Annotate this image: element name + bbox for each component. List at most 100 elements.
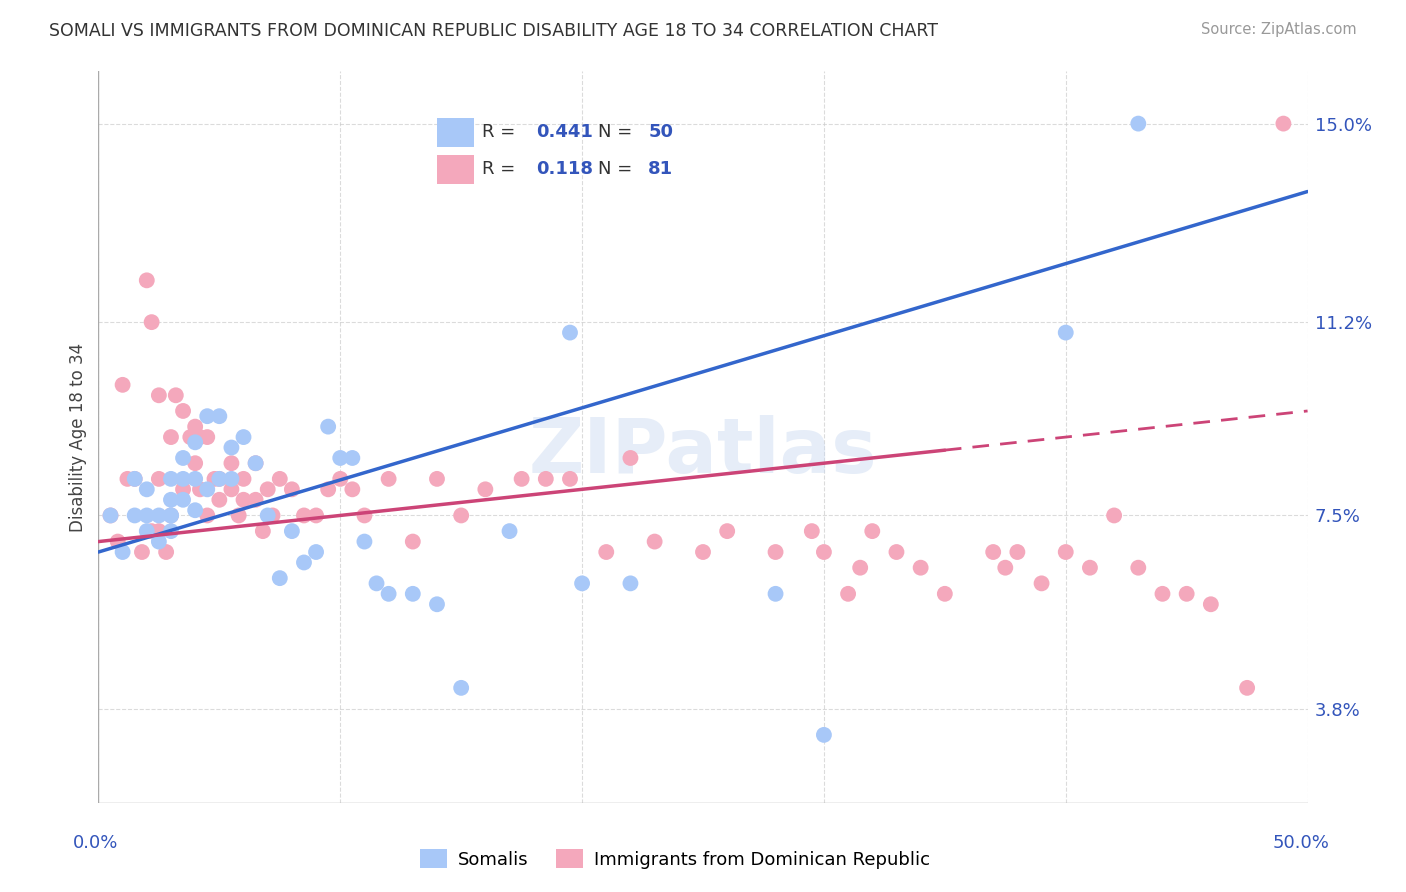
Point [1078,560,1101,574]
Text: 81: 81 [648,161,673,178]
Point [342,483,364,497]
Point [160,472,183,486]
Point [402,534,425,549]
Point [426,472,449,486]
Point [281,483,304,497]
Point [1128,117,1150,131]
Point [124,472,146,486]
Point [450,508,472,523]
Point [1054,326,1077,340]
Legend: Somalis, Immigrants from Dominican Republic: Somalis, Immigrants from Dominican Repub… [413,842,936,876]
Point [994,560,1017,574]
Point [148,472,170,486]
Point [262,508,284,523]
Point [228,508,250,523]
Point [195,409,218,424]
Point [329,450,352,465]
Point [402,587,425,601]
Point [510,472,533,486]
Point [1102,508,1125,523]
Point [886,545,908,559]
Point [184,419,207,434]
Point [813,545,835,559]
Point [813,728,835,742]
Point [232,430,254,444]
Point [107,534,129,549]
Point [131,545,153,559]
Point [100,508,122,523]
Point [100,508,122,523]
Point [1199,597,1222,611]
Point [934,587,956,601]
Point [619,576,641,591]
Point [910,560,932,574]
Point [1007,545,1029,559]
Point [837,587,859,601]
Point [208,492,231,507]
Text: Source: ZipAtlas.com: Source: ZipAtlas.com [1201,22,1357,37]
Point [558,472,581,486]
Text: 50: 50 [648,123,673,141]
Point [135,524,157,538]
Point [148,388,170,402]
Point [232,472,254,486]
Point [111,545,134,559]
Point [245,456,267,470]
Text: 0.0%: 0.0% [73,834,118,852]
Point [172,483,194,497]
Point [692,545,714,559]
Point [184,472,207,486]
Point [1031,576,1053,591]
Point [160,508,183,523]
Point [1175,587,1198,601]
Point [1054,545,1077,559]
Text: 50.0%: 50.0% [1272,834,1329,852]
Point [135,273,157,287]
Point [765,545,787,559]
Point [1128,560,1150,574]
Point [252,524,274,538]
Point [644,534,666,549]
Text: SOMALI VS IMMIGRANTS FROM DOMINICAN REPUBLIC DISABILITY AGE 18 TO 34 CORRELATION: SOMALI VS IMMIGRANTS FROM DOMINICAN REPU… [49,22,938,40]
Text: ZIPatlas: ZIPatlas [529,415,877,489]
Point [188,430,211,444]
Text: 0.118: 0.118 [536,161,593,178]
Point [160,508,183,523]
Point [111,377,134,392]
Point [141,315,163,329]
Point [124,472,146,486]
Text: N =: N = [598,161,637,178]
Point [498,524,520,538]
Point [195,430,218,444]
Point [188,483,211,497]
Point [160,508,183,523]
Point [860,524,883,538]
Point [141,524,163,538]
Point [353,534,375,549]
Point [160,430,183,444]
Point [204,472,226,486]
Point [305,545,328,559]
Point [1152,587,1174,601]
Point [221,483,243,497]
Point [195,483,218,497]
Point [117,472,139,486]
Point [534,472,557,486]
Point [353,508,375,523]
Point [256,508,278,523]
Point [221,456,243,470]
Point [619,450,641,465]
Point [269,472,291,486]
Point [124,508,146,523]
Point [160,492,183,507]
Point [329,472,352,486]
Point [221,472,243,486]
Bar [437,155,474,184]
Point [195,508,218,523]
Point [1272,117,1295,131]
Point [571,576,593,591]
Point [716,524,738,538]
Point [316,483,339,497]
Point [292,556,315,570]
Point [800,524,823,538]
